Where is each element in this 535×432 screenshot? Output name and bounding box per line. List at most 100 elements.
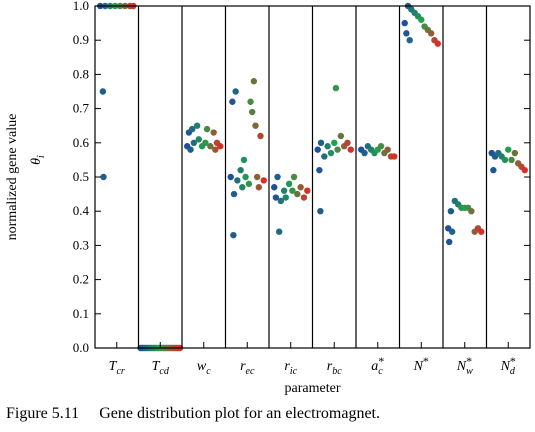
data-point xyxy=(511,149,519,157)
data-point xyxy=(245,180,253,188)
param-series xyxy=(227,78,267,239)
y-axis-symbol: θi xyxy=(29,155,47,165)
data-point xyxy=(508,156,515,164)
data-point xyxy=(282,194,289,201)
data-point xyxy=(347,146,354,153)
param-series xyxy=(488,146,528,174)
data-point xyxy=(252,122,259,129)
y-tick-label: 0.2 xyxy=(73,272,89,287)
data-point xyxy=(207,143,214,150)
data-point xyxy=(418,16,425,23)
data-point xyxy=(314,146,321,153)
param-label: N* d xyxy=(500,354,516,377)
points-layer xyxy=(97,2,528,352)
data-point xyxy=(212,146,219,153)
param-label: ric xyxy=(284,359,297,377)
data-point xyxy=(490,166,497,174)
data-point xyxy=(202,139,209,146)
param-series xyxy=(358,143,398,160)
data-point xyxy=(271,184,278,191)
param-label: N* w xyxy=(456,354,473,377)
data-point xyxy=(468,208,475,215)
data-point xyxy=(403,30,410,37)
data-point xyxy=(448,228,456,235)
data-point xyxy=(237,166,244,174)
param-series xyxy=(401,2,441,47)
data-point xyxy=(304,187,311,194)
param-label: Tcd xyxy=(152,359,170,377)
data-point xyxy=(230,190,238,198)
data-point xyxy=(99,88,107,95)
figure-caption: Figure 5.11 Gene distribution plot for a… xyxy=(6,405,380,423)
data-point xyxy=(249,108,256,116)
data-point xyxy=(427,30,435,37)
gene-distribution-chart: 0.0 0.1 0.2 0.3 0.4 0.5 0.6 0.7 0.8 0.9 1.0 Tcr Tcd w… xyxy=(5,0,531,396)
x-axis-label: parameter xyxy=(285,381,341,396)
data-point xyxy=(100,173,107,181)
data-point xyxy=(317,139,325,146)
param-series xyxy=(314,84,354,215)
data-point xyxy=(505,146,512,153)
data-point xyxy=(277,197,285,205)
y-tick-label: 0.5 xyxy=(73,169,89,184)
data-point xyxy=(240,156,248,164)
data-point xyxy=(230,231,237,239)
data-point xyxy=(344,139,351,146)
data-point xyxy=(300,194,308,201)
y-tick-label: 0.7 xyxy=(73,101,90,116)
param-label: N* xyxy=(413,354,429,374)
data-point xyxy=(285,180,293,188)
data-point xyxy=(447,208,455,215)
figure-number: Figure 5.11 xyxy=(6,405,80,422)
data-point xyxy=(501,156,509,164)
param-series xyxy=(445,197,485,246)
plot-frame xyxy=(94,5,531,349)
y-tick-label: 0.8 xyxy=(73,66,89,81)
data-point xyxy=(327,149,335,157)
data-point xyxy=(316,166,323,174)
data-point xyxy=(274,173,281,181)
data-point xyxy=(406,37,413,44)
data-point xyxy=(478,228,485,235)
data-point xyxy=(446,238,453,246)
data-point xyxy=(294,190,301,198)
y-tick-label: 0.9 xyxy=(73,32,89,47)
param-label: a* c xyxy=(371,354,384,377)
data-point xyxy=(384,146,391,153)
data-point xyxy=(290,173,298,181)
data-point xyxy=(190,139,198,146)
data-point xyxy=(232,88,239,95)
param-series xyxy=(184,122,224,153)
data-point xyxy=(195,136,202,143)
data-point xyxy=(188,125,196,133)
data-point xyxy=(210,129,217,136)
data-point xyxy=(217,143,224,150)
y-tick-label: 0.4 xyxy=(73,203,90,218)
y-tick-label: 0.6 xyxy=(73,135,90,150)
data-point xyxy=(324,143,331,150)
data-point xyxy=(242,173,249,181)
data-point xyxy=(391,153,398,160)
data-point xyxy=(234,177,241,184)
param-label: wc xyxy=(197,359,211,377)
separators-layer xyxy=(137,6,488,348)
data-point xyxy=(401,19,408,27)
param-label: Tcr xyxy=(109,359,125,377)
data-point xyxy=(297,184,304,191)
y-tick-label: 0.1 xyxy=(73,306,89,321)
data-point xyxy=(332,84,340,92)
data-point xyxy=(255,184,263,191)
data-point xyxy=(361,149,368,157)
y-axis-label: normalized gene value xyxy=(5,114,20,241)
data-point xyxy=(193,122,201,129)
data-point xyxy=(229,98,236,105)
data-point xyxy=(203,125,211,133)
data-point xyxy=(289,187,296,194)
y-tick-label: 1.0 xyxy=(73,0,89,13)
data-point xyxy=(280,187,288,194)
data-point xyxy=(247,98,254,105)
ticks-layer: 0.0 0.1 0.2 0.3 0.4 0.5 0.6 0.7 0.8 0.9 1.0 Tcr Tcd w… xyxy=(73,0,530,377)
data-point xyxy=(321,153,328,160)
y-tick-label: 0.0 xyxy=(73,340,89,355)
data-point xyxy=(227,173,234,181)
